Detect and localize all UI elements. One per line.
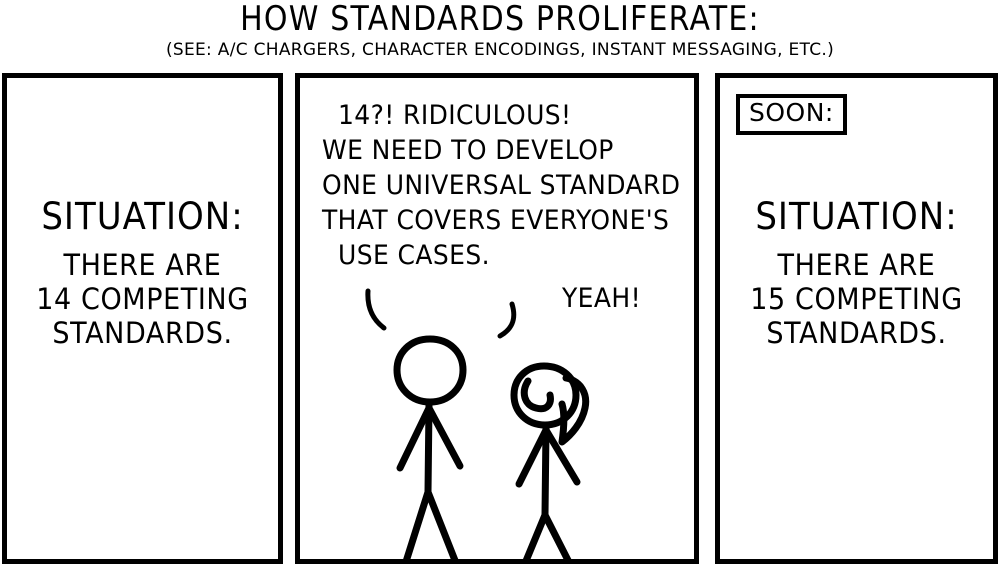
speech-line-2: WE NEED TO DEVELOP: [322, 134, 614, 166]
situation-caption-1: SITUATION: THERE ARE 14 COMPETING STANDA…: [7, 194, 278, 351]
situation-line-1-1: THERE ARE: [63, 249, 222, 283]
situation-line-3-1: THERE ARE: [777, 249, 936, 283]
speech-line-3: ONE UNIVERSAL STANDARD: [322, 169, 681, 201]
comic-panel-1: SITUATION: THERE ARE 14 COMPETING STANDA…: [2, 73, 283, 564]
speech-line-4: THAT COVERS EVERYONE'S: [322, 204, 670, 236]
figure-cueball: [393, 335, 467, 559]
comic-title: HOW STANDARDS PROLIFERATE:: [240, 0, 760, 39]
speech-line-1: 14?! RIDICULOUS!: [338, 99, 572, 131]
speech-text-megan: YEAH!: [562, 281, 641, 314]
situation-line-3-3: STANDARDS.: [766, 317, 947, 351]
speech-text-cueball: 14?! RIDICULOUS! WE NEED TO DEVELOP ONE …: [322, 96, 692, 271]
situation-heading-3: SITUATION:: [755, 194, 958, 239]
comic-subtitle: (SEE: A/C CHARGERS, CHARACTER ENCODINGS,…: [165, 40, 835, 60]
figure-megan: [510, 362, 590, 559]
speech-line-5: USE CASES.: [338, 239, 490, 271]
soon-tag-box: SOON:: [736, 94, 847, 135]
situation-line-3-2: 15 COMPETING: [750, 283, 963, 317]
comic-panel-2: 14?! RIDICULOUS! WE NEED TO DEVELOP ONE …: [295, 73, 699, 564]
comic-panel-3: SOON: SITUATION: THERE ARE 15 COMPETING …: [715, 73, 998, 564]
situation-line-1-3: STANDARDS.: [52, 317, 233, 351]
situation-caption-3: SITUATION: THERE ARE 15 COMPETING STANDA…: [720, 194, 993, 351]
situation-line-1-2: 14 COMPETING: [36, 283, 249, 317]
title-block: HOW STANDARDS PROLIFERATE: (SEE: A/C CHA…: [0, 0, 1000, 60]
speech-tail-cueball: [365, 288, 387, 331]
speech-tail-megan: [497, 301, 517, 339]
situation-heading-1: SITUATION:: [41, 194, 244, 239]
